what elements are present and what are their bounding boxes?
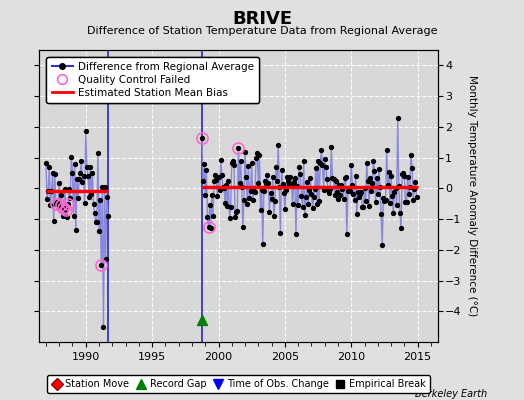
Text: Berkeley Earth: Berkeley Earth xyxy=(415,389,487,399)
Legend: Difference from Regional Average, Quality Control Failed, Estimated Station Mean: Difference from Regional Average, Qualit… xyxy=(47,57,259,103)
Legend: Station Move, Record Gap, Time of Obs. Change, Empirical Break: Station Move, Record Gap, Time of Obs. C… xyxy=(47,375,430,393)
Text: BRIVE: BRIVE xyxy=(232,10,292,28)
Text: Difference of Station Temperature Data from Regional Average: Difference of Station Temperature Data f… xyxy=(87,26,437,36)
Y-axis label: Monthly Temperature Anomaly Difference (°C): Monthly Temperature Anomaly Difference (… xyxy=(467,75,477,317)
